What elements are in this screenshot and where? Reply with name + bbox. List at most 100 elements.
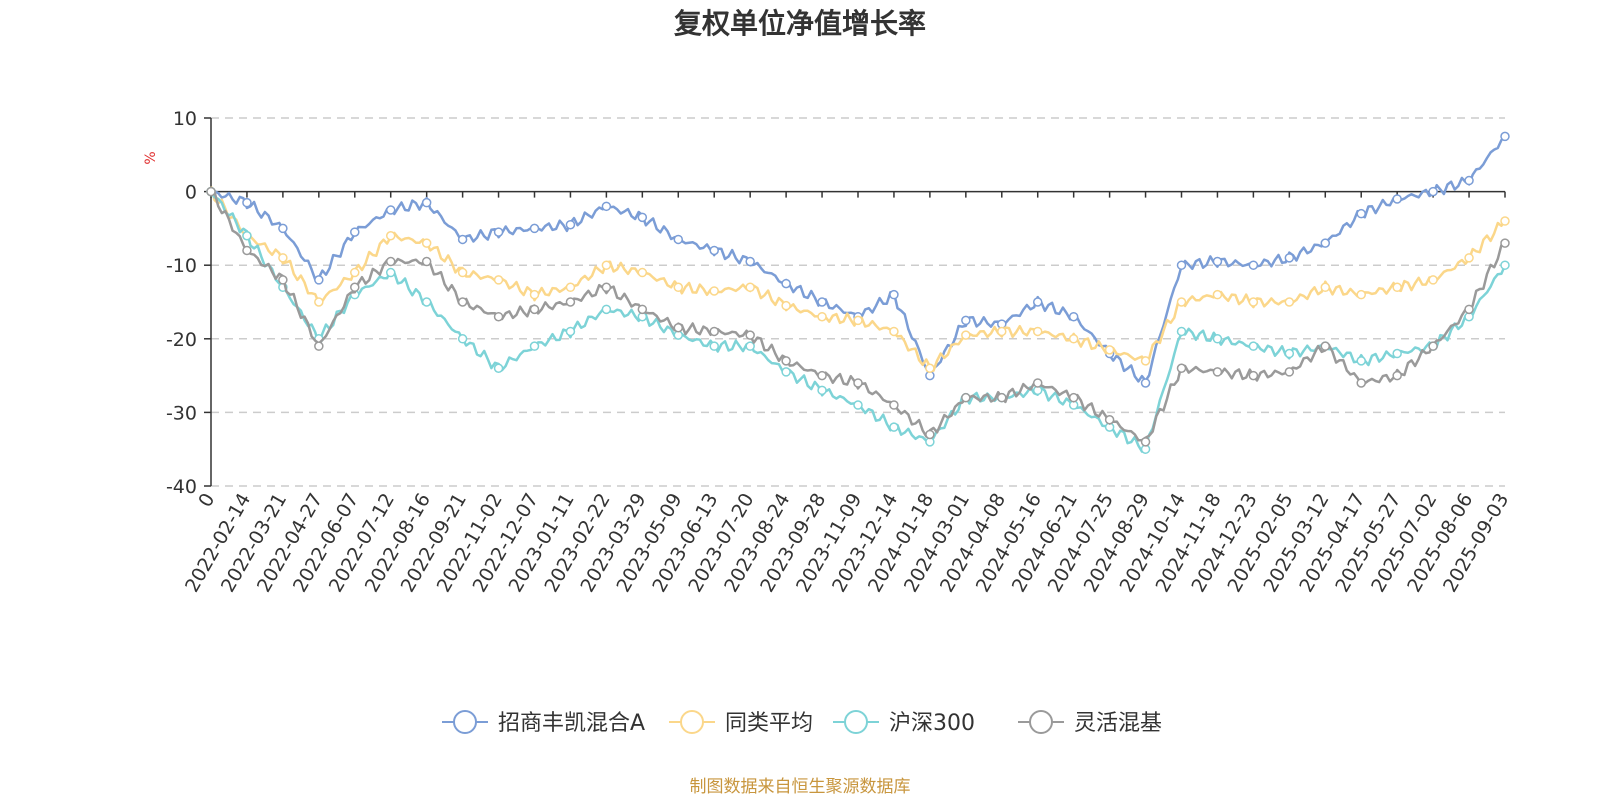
data-point — [1248, 370, 1259, 381]
grid — [211, 117, 1505, 487]
data-point — [889, 326, 899, 337]
data-point — [1248, 260, 1259, 270]
data-point — [1176, 297, 1187, 307]
data-point — [278, 253, 288, 263]
data-point — [314, 297, 324, 307]
data-point — [1428, 186, 1438, 197]
data-point — [493, 227, 504, 237]
data-point — [457, 297, 468, 307]
data-point — [1320, 238, 1331, 248]
y-tick-label: -30 — [166, 402, 197, 424]
legend-label: 灵活混基 — [1074, 711, 1162, 736]
data-point — [961, 315, 971, 326]
data-point — [314, 341, 324, 351]
data-point — [673, 323, 684, 333]
data-point — [1248, 297, 1259, 307]
data-point — [1464, 175, 1474, 186]
data-point — [637, 304, 648, 315]
data-point — [889, 289, 899, 300]
data-point — [817, 370, 827, 381]
data-point — [1248, 341, 1259, 351]
data-point — [565, 297, 576, 307]
data-point — [1428, 341, 1438, 351]
x-tick-label: 0 — [194, 490, 219, 511]
data-point — [529, 289, 540, 300]
data-point — [1176, 326, 1187, 337]
legend-item-1[interactable]: 同类平均 — [669, 710, 813, 736]
data-point — [889, 422, 899, 432]
legend-label: 沪深300 — [889, 711, 975, 736]
data-point — [421, 238, 432, 248]
data-point — [350, 267, 360, 278]
data-point — [637, 267, 648, 278]
data-point — [1500, 216, 1510, 226]
data-point — [997, 326, 1007, 337]
legend-item-2[interactable]: 沪深300 — [833, 710, 975, 736]
data-point — [817, 311, 827, 322]
data-point — [745, 330, 755, 340]
legend[interactable]: 招商丰凯混合A 同类平均 沪深300 灵活混基 — [442, 710, 1162, 736]
data-point — [565, 219, 576, 230]
data-point — [1392, 348, 1402, 359]
data-point — [781, 278, 791, 289]
data-point — [601, 282, 612, 293]
data-point — [242, 231, 252, 241]
data-point — [1284, 367, 1295, 377]
data-point — [421, 197, 432, 208]
data-point — [601, 260, 612, 270]
data-point — [709, 286, 719, 296]
data-point — [493, 311, 504, 322]
data-point — [350, 282, 360, 293]
data-point — [529, 304, 540, 315]
data-point — [565, 282, 576, 293]
data-point — [350, 227, 360, 237]
data-point — [529, 341, 540, 351]
chart-title: 复权单位净值增长率 — [674, 7, 926, 40]
data-point — [1500, 131, 1510, 142]
data-point — [1356, 208, 1366, 219]
data-point — [493, 275, 504, 285]
data-point — [853, 400, 863, 410]
data-point — [997, 392, 1007, 403]
data-point — [1032, 378, 1043, 388]
legend-circle-icon — [680, 710, 704, 734]
data-point — [1428, 275, 1438, 285]
data-point — [637, 212, 648, 223]
legend-circle-icon — [844, 710, 868, 734]
legend-item-0[interactable]: 招商丰凯混合A — [442, 710, 645, 736]
data-point — [1212, 289, 1223, 300]
data-point — [1068, 311, 1079, 322]
data-point — [1140, 378, 1151, 388]
data-point — [565, 326, 576, 337]
axes: 100-10-20-30-4002022-02-142022-03-212022… — [166, 108, 1513, 596]
data-point — [1356, 356, 1366, 366]
legend-circle-icon — [1029, 710, 1053, 734]
data-point — [673, 282, 684, 293]
data-point — [1392, 194, 1402, 204]
data-point — [1140, 437, 1151, 447]
data-point — [1212, 256, 1223, 267]
legend-item-3[interactable]: 灵活混基 — [1018, 710, 1162, 736]
data-point — [385, 231, 396, 241]
data-point — [1320, 282, 1331, 293]
y-tick-label: -20 — [166, 329, 197, 351]
data-point — [781, 367, 791, 377]
data-point — [1284, 348, 1295, 359]
data-point — [421, 297, 432, 307]
data-point — [961, 330, 971, 340]
data-point — [1464, 304, 1474, 315]
data-point — [1320, 341, 1331, 351]
data-point — [1356, 378, 1366, 388]
data-point — [1500, 238, 1510, 248]
data-point — [1176, 260, 1187, 270]
data-point — [457, 234, 468, 245]
data-point — [925, 363, 935, 373]
y-tick-label: 0 — [185, 182, 197, 204]
data-point — [673, 234, 684, 245]
data-point — [1284, 297, 1295, 307]
y-tick-label: -10 — [166, 255, 197, 277]
data-point — [781, 300, 791, 311]
data-point — [457, 267, 468, 278]
